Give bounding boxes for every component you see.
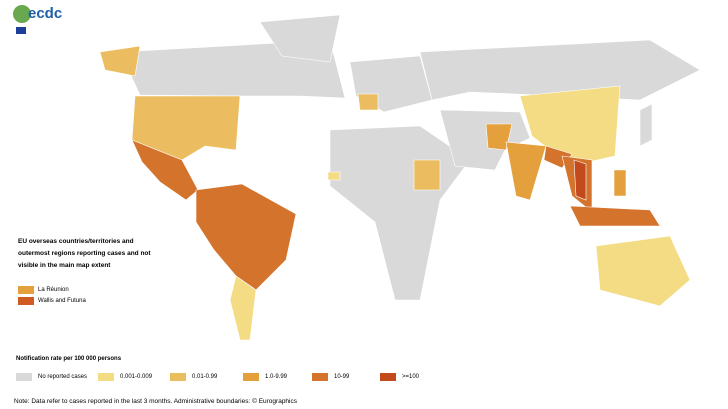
country (99, 45, 141, 77)
legend-label: 0.001-0.009 (120, 373, 153, 380)
country (573, 159, 587, 201)
legend-swatch (170, 373, 186, 381)
country (357, 93, 379, 111)
country (195, 183, 297, 291)
overseas-swatch (18, 297, 34, 305)
country (613, 169, 627, 197)
logo-globe (13, 5, 31, 23)
legend-label: 10-99 (334, 373, 350, 380)
eu-flag (16, 27, 26, 34)
overseas-title: EU overseas countries/territories and ou… (18, 238, 151, 269)
logo-text: ecdc (28, 5, 63, 22)
country (327, 171, 341, 181)
legend-title: Notification rate per 100 000 persons (16, 356, 122, 362)
country (131, 139, 199, 201)
legend-label: No reported cases (38, 373, 88, 380)
country (419, 39, 701, 101)
country (639, 103, 653, 147)
legend-swatch (16, 373, 32, 381)
country (329, 125, 471, 301)
legend-swatch (98, 373, 114, 381)
legend-swatch (380, 373, 396, 381)
legend-label: Wallis and Futuna (38, 297, 86, 304)
legend-label: La Réunion (38, 286, 69, 293)
legend-swatch (243, 373, 259, 381)
country (229, 275, 257, 341)
legend-label: 1.0-9.99 (265, 373, 288, 380)
legend-label: 0.01-0.99 (192, 373, 218, 380)
note: Note: Data refer to cases reported in th… (14, 398, 297, 405)
country (259, 14, 341, 63)
legend-swatch (312, 373, 328, 381)
country (413, 159, 441, 191)
country (505, 141, 547, 201)
overseas-swatch (18, 286, 34, 294)
country (569, 205, 661, 227)
country (595, 235, 691, 307)
legend-label: >=100 (402, 373, 420, 380)
country (485, 123, 513, 151)
